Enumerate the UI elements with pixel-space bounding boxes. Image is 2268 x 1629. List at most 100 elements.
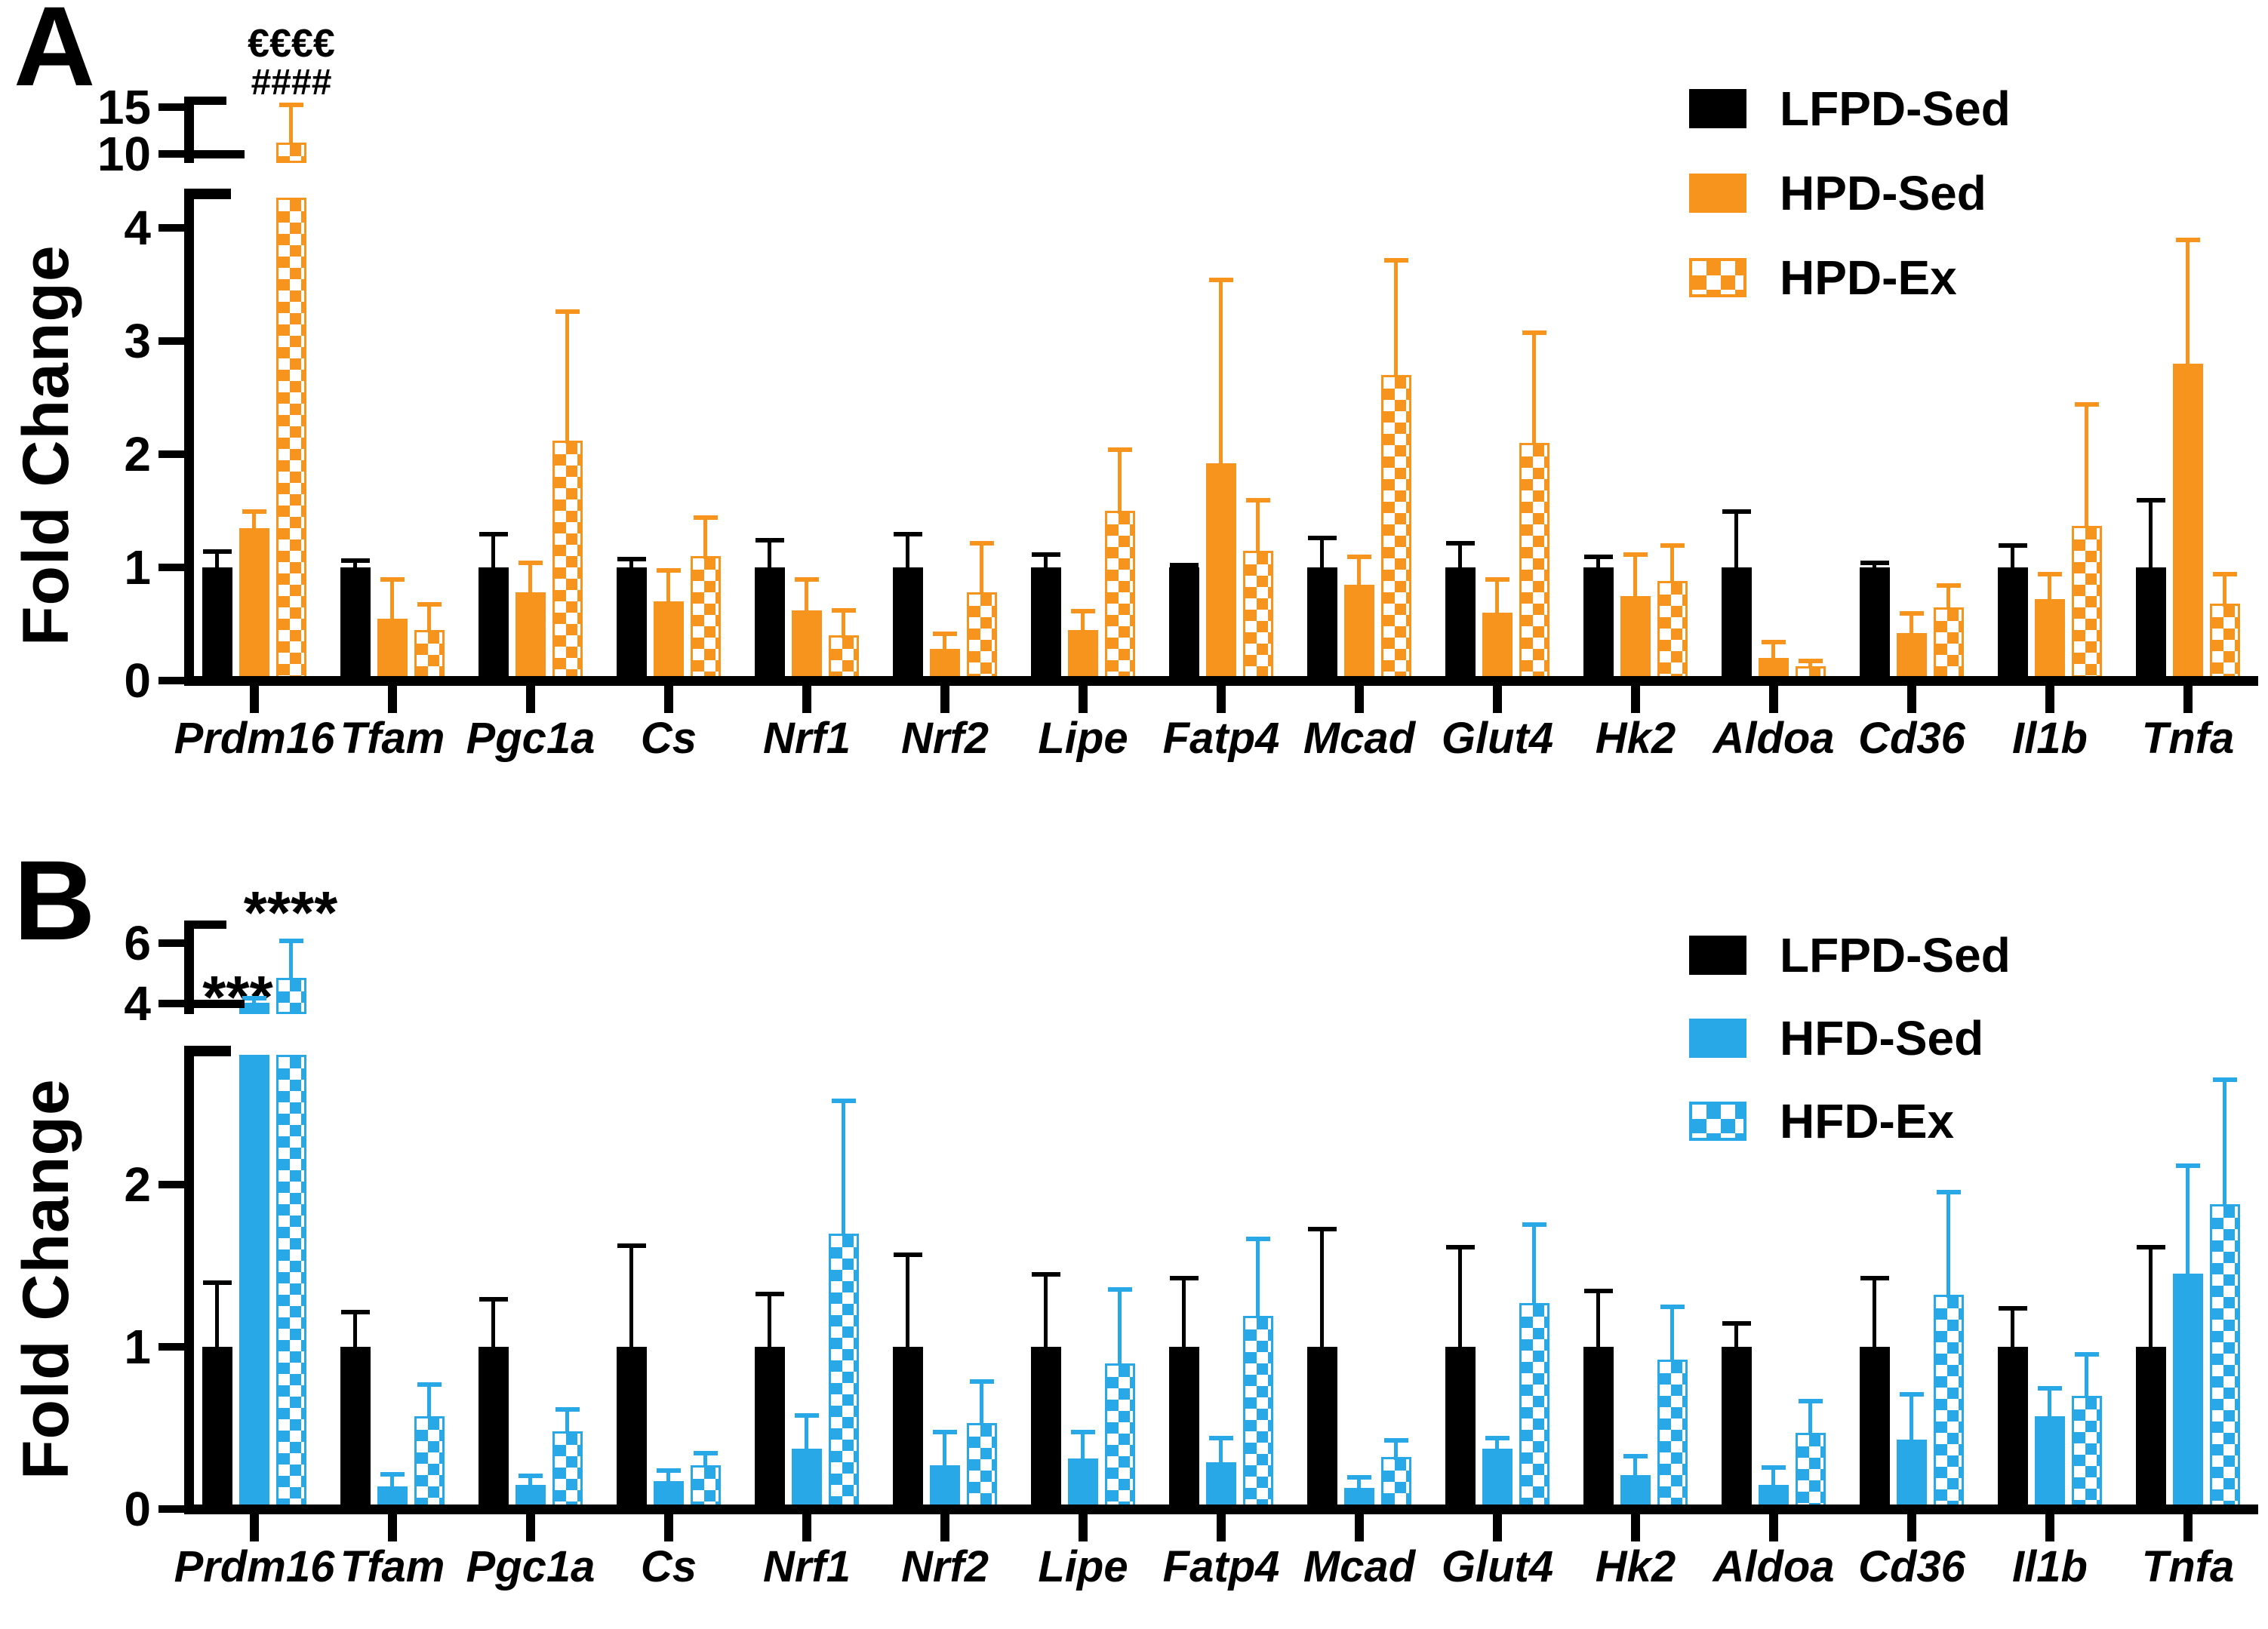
error-cap-a-Tnfa-LFPD-Sed bbox=[2137, 498, 2165, 503]
bar-a-Il1b-LFPD-Sed bbox=[1998, 567, 2028, 681]
bar-b-Fatp4-LFPD-Sed bbox=[1169, 1347, 1199, 1509]
error-stem-b-Fatp4-HFD-Ex bbox=[1256, 1238, 1260, 1318]
error-cap-a-Tfam-LFPD-Sed bbox=[341, 558, 370, 563]
bar-b-Prdm16-HFD-Sed bbox=[239, 1055, 269, 1509]
x-label-b-Cs: Cs bbox=[640, 1542, 697, 1591]
error-cap-b-Prdm16-HFD-Ex bbox=[279, 939, 303, 943]
bar-a-Tfam-HPD-Ex bbox=[414, 630, 445, 681]
bar-a-Prdm16-HPD-Ex bbox=[276, 198, 306, 681]
error-cap-a-Glut4-HPD-Sed bbox=[1485, 577, 1509, 582]
error-cap-b-Cd36-LFPD-Sed bbox=[1860, 1276, 1889, 1280]
error-stem-b-Fatp4-HFD-Sed bbox=[1219, 1437, 1223, 1464]
x-tick-b-Glut4 bbox=[1493, 1514, 1502, 1541]
error-stem-a-Cd36-HPD-Sed bbox=[1909, 613, 1913, 635]
x-label-a-Prdm16: Prdm16 bbox=[174, 714, 335, 763]
bar-b-Il1b-LFPD-Sed bbox=[1998, 1347, 2028, 1509]
error-stem-a-Nrf2-LFPD-Sed bbox=[906, 533, 909, 570]
y-tick-label-a-3: 3 bbox=[124, 314, 151, 368]
error-cap-b-Nrf2-HFD-Ex bbox=[970, 1379, 994, 1384]
error-cap-a-Aldoa-HPD-Ex bbox=[1799, 659, 1823, 663]
legend-b-row-lfpd-sed: LFPD-Sed bbox=[1689, 928, 2011, 982]
error-stem-a-Tfam-HPD-Sed bbox=[390, 579, 394, 621]
x-tick-b-Nrf2 bbox=[940, 1514, 949, 1541]
bar-a-Cd36-HPD-Sed bbox=[1897, 633, 1927, 681]
bar-a-Tnfa-LFPD-Sed bbox=[2136, 567, 2166, 681]
error-stem-a-Nrf2-HPD-Sed bbox=[943, 633, 946, 651]
legend-a-row-hpd-sed: HPD-Sed bbox=[1689, 166, 1986, 220]
error-cap-b-Tfam-HFD-Ex bbox=[417, 1382, 442, 1387]
error-stem-b-Nrf2-HFD-Sed bbox=[943, 1431, 946, 1468]
error-stem-a-Mcad-LFPD-Sed bbox=[1320, 537, 1324, 570]
x-label-b-Prdm16: Prdm16 bbox=[174, 1542, 335, 1591]
bar-b-Nrf1-HFD-Ex bbox=[829, 1234, 859, 1510]
x-label-b-Mcad: Mcad bbox=[1303, 1542, 1416, 1591]
x-tick-a-Lipe bbox=[1079, 686, 1088, 713]
legend-b-label-hfd-ex: HFD-Ex bbox=[1780, 1094, 1955, 1148]
x-label-a-Nrf1: Nrf1 bbox=[762, 714, 851, 763]
error-cap-a-Lipe-HPD-Ex bbox=[1108, 447, 1132, 452]
error-stem-a-Cs-LFPD-Sed bbox=[629, 558, 633, 570]
annotation-b-four-stars: **** bbox=[243, 879, 338, 946]
y-tick-label-b-1: 1 bbox=[124, 1320, 151, 1374]
y-tick-b-6 bbox=[158, 939, 184, 947]
error-cap-b-Lipe-HFD-Ex bbox=[1108, 1287, 1132, 1292]
y-axis-upper-a bbox=[184, 97, 194, 163]
x-label-a-Il1b: Il1b bbox=[2012, 714, 2088, 763]
error-stem-b-Nrf1-HFD-Ex bbox=[842, 1100, 845, 1235]
error-cap-a-Lipe-LFPD-Sed bbox=[1032, 552, 1060, 557]
bar-a-Aldoa-LFPD-Sed bbox=[1722, 567, 1752, 681]
bar-a-Cs-HPD-Sed bbox=[654, 601, 684, 681]
bar-a-Fatp4-HPD-Sed bbox=[1206, 463, 1236, 681]
bar-b-Pgc1a-LFPD-Sed bbox=[479, 1347, 509, 1509]
x-tick-b-Cs bbox=[664, 1514, 673, 1541]
error-cap-a-Cs-HPD-Sed bbox=[657, 568, 681, 573]
error-stem-b-Mcad-LFPD-Sed bbox=[1320, 1228, 1324, 1349]
error-cap-b-Mcad-LFPD-Sed bbox=[1308, 1227, 1337, 1231]
error-cap-a-Tnfa-HPD-Ex bbox=[2213, 572, 2237, 576]
error-cap-b-Tfam-LFPD-Sed bbox=[341, 1310, 370, 1314]
x-label-a-Nrf2: Nrf2 bbox=[900, 714, 989, 763]
error-stem-b-Aldoa-HFD-Sed bbox=[1771, 1467, 1775, 1487]
error-cap-b-Glut4-HFD-Sed bbox=[1485, 1436, 1509, 1440]
x-label-a-Hk2: Hk2 bbox=[1595, 714, 1676, 763]
error-cap-b-Glut4-HFD-Ex bbox=[1522, 1222, 1546, 1227]
y-tick-a-0 bbox=[158, 677, 184, 684]
error-stem-b-Aldoa-LFPD-Sed bbox=[1734, 1323, 1738, 1349]
error-stem-a-Prdm16-HPD-Sed bbox=[252, 511, 256, 530]
y-tick-label-b-6: 6 bbox=[124, 916, 151, 970]
panel-a-letter: A bbox=[14, 0, 96, 109]
x-label-a-Tnfa: Tnfa bbox=[2141, 714, 2235, 763]
y-tick-label-b-0: 0 bbox=[124, 1482, 151, 1536]
error-stem-a-Tnfa-HPD-Sed bbox=[2186, 239, 2190, 366]
y-tick-b-1 bbox=[158, 1343, 184, 1351]
y-tick-label-a-15: 15 bbox=[97, 80, 151, 134]
bar-b-Tfam-LFPD-Sed bbox=[340, 1347, 371, 1509]
x-label-b-Fatp4: Fatp4 bbox=[1162, 1542, 1280, 1591]
error-stem-a-Nrf1-HPD-Sed bbox=[805, 579, 808, 613]
bar-b-Nrf2-LFPD-Sed bbox=[893, 1347, 923, 1509]
bar-a-Mcad-HPD-Sed bbox=[1344, 585, 1374, 681]
x-tick-a-Nrf1 bbox=[802, 686, 811, 713]
error-stem-b-Fatp4-LFPD-Sed bbox=[1182, 1277, 1186, 1349]
x-label-b-Aldoa: Aldoa bbox=[1713, 1542, 1835, 1591]
error-stem-b-Glut4-HFD-Sed bbox=[1495, 1437, 1499, 1451]
bar-a-Nrf1-HPD-Sed bbox=[792, 610, 822, 681]
x-tick-b-Tfam bbox=[388, 1514, 397, 1541]
error-stem-a-Cs-HPD-Ex bbox=[703, 517, 707, 559]
bar-b-Prdm16-HFD-Ex-upper bbox=[276, 978, 306, 1014]
bar-b-Nrf2-HFD-Ex bbox=[967, 1423, 997, 1509]
x-tick-a-Fatp4 bbox=[1217, 686, 1226, 713]
x-tick-a-Il1b bbox=[2045, 686, 2054, 713]
x-tick-a-Aldoa bbox=[1769, 686, 1778, 713]
error-stem-a-Mcad-HPD-Sed bbox=[1357, 556, 1361, 587]
x-tick-b-Pgc1a bbox=[526, 1514, 535, 1541]
error-stem-b-Cd36-LFPD-Sed bbox=[1873, 1277, 1876, 1349]
error-stem-b-Hk2-HFD-Ex bbox=[1670, 1306, 1674, 1362]
error-stem-b-Mcad-HFD-Sed bbox=[1357, 1477, 1361, 1490]
error-stem-b-Il1b-LFPD-Sed bbox=[2011, 1308, 2014, 1349]
error-stem-a-Tfam-LFPD-Sed bbox=[353, 560, 357, 570]
y-tick-label-a-2: 2 bbox=[124, 427, 151, 481]
error-stem-b-Pgc1a-HFD-Ex bbox=[565, 1409, 569, 1434]
y-tick-a-15 bbox=[158, 103, 184, 111]
bar-b-Fatp4-HFD-Ex bbox=[1243, 1316, 1273, 1509]
